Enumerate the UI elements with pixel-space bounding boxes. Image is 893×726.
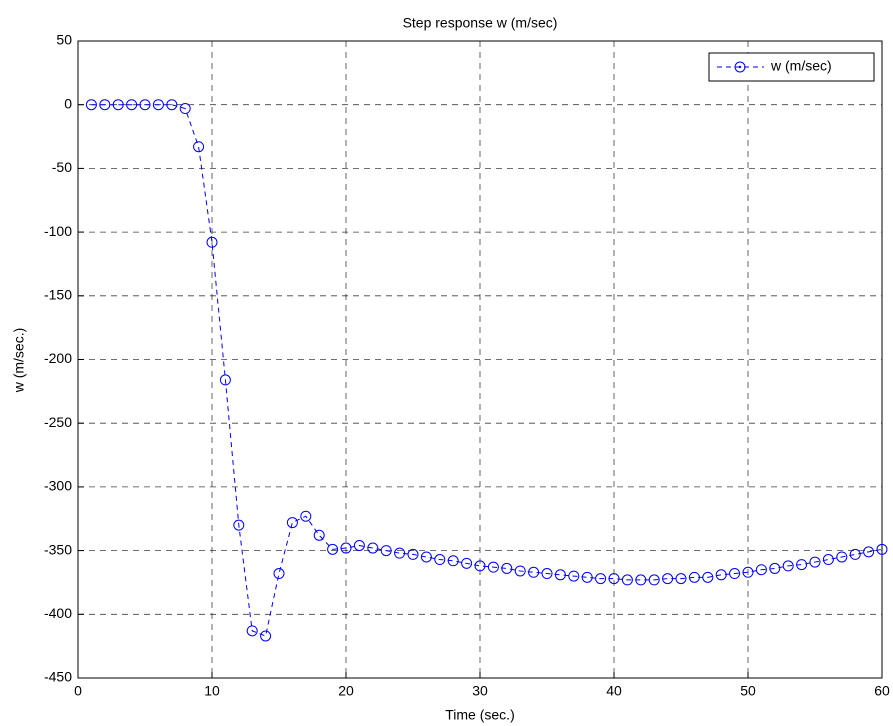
data-point (166, 99, 178, 111)
data-point (367, 542, 379, 554)
data-point (461, 557, 473, 569)
data-point (621, 574, 633, 586)
data-point (313, 529, 325, 541)
data-point (782, 560, 794, 572)
y-tick-label: -200 (44, 350, 72, 366)
x-tick-label: 20 (338, 683, 354, 699)
legend-marker-dot (738, 65, 742, 69)
data-point (742, 566, 754, 578)
data-point (99, 99, 111, 111)
y-axis-label: w (m/sec.) (11, 328, 27, 394)
data-point (715, 569, 727, 581)
data-point (206, 236, 218, 248)
data-point (152, 99, 164, 111)
legend-label: w (m/sec) (770, 58, 832, 74)
data-point (514, 565, 526, 577)
legend-marker (734, 61, 746, 73)
data-point (836, 551, 848, 563)
data-point (822, 554, 834, 566)
data-point (608, 573, 620, 585)
data-point (528, 566, 540, 578)
data-point (474, 560, 486, 572)
data-point (420, 551, 432, 563)
data-point (755, 564, 767, 576)
data-point (501, 562, 513, 574)
data-point (219, 374, 231, 386)
y-tick-label: -100 (44, 223, 72, 239)
data-point (554, 569, 566, 581)
series-line (91, 104, 883, 637)
y-tick-label: -150 (44, 287, 72, 303)
data-point (246, 625, 258, 637)
data-point (286, 517, 298, 529)
y-tick-label: -300 (44, 478, 72, 494)
legend: w (m/sec) (708, 52, 875, 82)
x-axis-label: Time (sec.) (445, 707, 514, 723)
y-tick-label: -400 (44, 605, 72, 621)
data-point (648, 574, 660, 586)
data-point (327, 543, 339, 555)
data-point (729, 568, 741, 580)
data-point (380, 545, 392, 557)
data-point (675, 573, 687, 585)
data-point (139, 99, 151, 111)
data-point (487, 561, 499, 573)
y-tick-label: -250 (44, 414, 72, 430)
y-tick-label: 50 (56, 32, 72, 48)
y-tick-label: -450 (44, 669, 72, 685)
x-tick-label: 10 (204, 683, 220, 699)
y-tick-label: 0 (64, 95, 72, 111)
data-point (876, 543, 888, 555)
data-point (407, 548, 419, 560)
data-point (568, 570, 580, 582)
data-point (340, 542, 352, 554)
data-point (260, 630, 272, 642)
data-point (447, 555, 459, 567)
data-point (863, 546, 875, 558)
data-point (635, 574, 647, 586)
data-point (193, 141, 205, 153)
y-tick-label: -50 (52, 159, 72, 175)
data-point (85, 99, 97, 111)
data-point (179, 103, 191, 115)
data-point (595, 573, 607, 585)
data-point (662, 573, 674, 585)
x-tick-label: 40 (606, 683, 622, 699)
x-tick-label: 60 (874, 683, 890, 699)
data-point (769, 562, 781, 574)
data-point (126, 99, 138, 111)
x-tick-label: 30 (472, 683, 488, 699)
data-point (300, 510, 312, 522)
data-point (849, 548, 861, 560)
data-point (702, 571, 714, 583)
data-point (394, 547, 406, 559)
x-tick-label: 0 (74, 683, 82, 699)
x-tick-label: 50 (740, 683, 756, 699)
data-point (688, 571, 700, 583)
data-point (233, 519, 245, 531)
chart-title: Step response w (m/sec) (403, 15, 558, 31)
data-point (353, 540, 365, 552)
data-point (809, 556, 821, 568)
data-point (796, 559, 808, 571)
data-point (581, 571, 593, 583)
data-point (112, 99, 124, 111)
data-point (541, 568, 553, 580)
y-tick-label: -350 (44, 541, 72, 557)
data-point (434, 554, 446, 566)
data-point (273, 568, 285, 580)
